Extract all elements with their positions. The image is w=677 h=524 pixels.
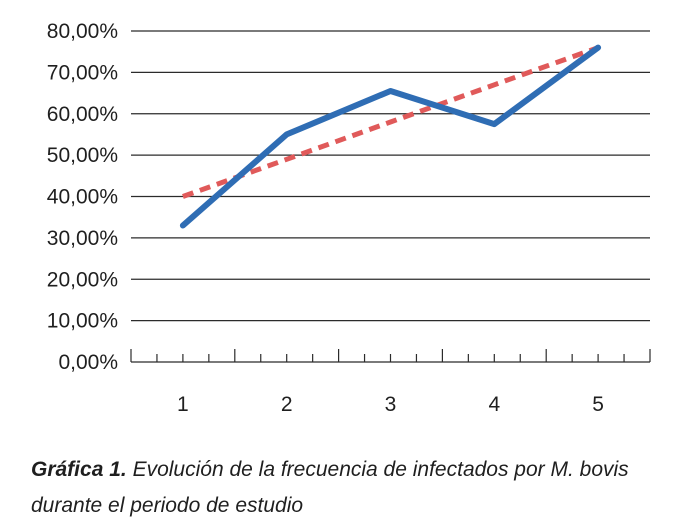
- trendline-series: [182, 45, 599, 199]
- x-tick-labels: 1 2 3 4 5: [177, 393, 604, 416]
- caption-line2: durante el periodo de estudio: [31, 494, 304, 517]
- x-tick-label: 5: [592, 393, 604, 416]
- x-axis: [130, 349, 651, 363]
- y-tick-label: 40,00%: [47, 186, 118, 209]
- line-chart: 0,00% 10,00% 20,00% 30,00% 40,00% 50,00% 60,00…: [47, 20, 651, 416]
- figure-caption: Gráfica 1. Evolución de la frecuencia de…: [31, 452, 671, 524]
- y-tick-label: 20,00%: [47, 268, 118, 291]
- y-tick-label: 80,00%: [47, 20, 118, 43]
- x-tick-label: 4: [488, 393, 500, 416]
- x-tick-label: 1: [177, 393, 189, 416]
- y-tick-label: 60,00%: [47, 103, 118, 126]
- y-tick-label: 70,00%: [47, 61, 118, 84]
- y-tick-labels: 0,00% 10,00% 20,00% 30,00% 40,00% 50,00% 60,00…: [47, 20, 118, 374]
- frequency-series-line: [179, 44, 602, 229]
- series-lines: [179, 44, 602, 229]
- y-tick-label: 10,00%: [47, 310, 118, 333]
- x-tick-label: 2: [281, 393, 293, 416]
- y-tick-label: 50,00%: [47, 144, 118, 167]
- caption-text: Evolución de la frecuencia de infectados…: [126, 458, 629, 481]
- y-tick-label: 30,00%: [47, 227, 118, 250]
- gridlines: [131, 30, 650, 322]
- y-tick-label: 0,00%: [58, 351, 118, 374]
- caption-lead: Gráfica 1.: [31, 458, 127, 481]
- x-tick-label: 3: [385, 393, 397, 416]
